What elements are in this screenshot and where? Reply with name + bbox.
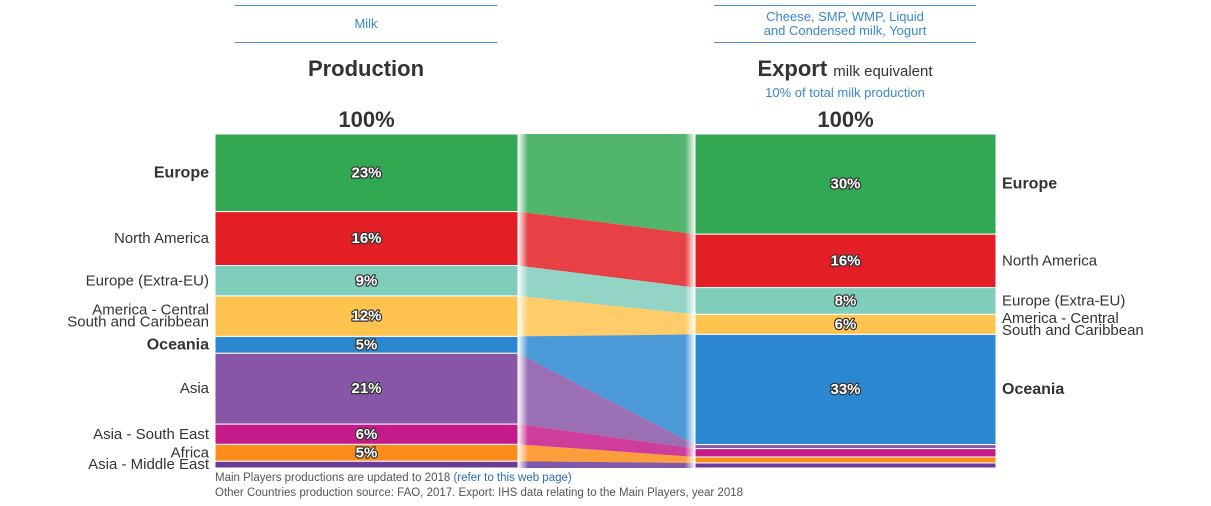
export-title: Export milk equivalent	[695, 56, 995, 82]
export-bar-oceania	[694, 333, 997, 446]
production-value-america-central-south-and-caribbean: 12%	[351, 308, 381, 325]
production-category-north-america: North America	[114, 230, 210, 247]
footer-link[interactable]: (refer to this web page)	[453, 472, 572, 484]
footer-note-1: Main Players productions are updated to …	[215, 472, 572, 484]
export-bar-europe	[694, 133, 997, 235]
production-value-europe: 23%	[351, 164, 381, 181]
production-category-america-central-south-and-caribbean-line2: South and Caribbean	[67, 314, 209, 331]
export-category-america-central-south-and-caribbean-line2: South and Caribbean	[1002, 322, 1144, 339]
production-category-africa: Africa	[171, 444, 210, 461]
export-category-europe: Europe	[1002, 176, 1057, 193]
export-bar-europe-extra-eu	[694, 287, 997, 315]
production-title: Production	[307, 56, 425, 81]
export-category-america-central-south-and-caribbean-line1: America - Central	[1002, 310, 1119, 327]
export-share-note: 10% of total milk production	[765, 85, 925, 100]
export-bar-north-america	[694, 233, 997, 289]
export-value-north-america: 16%	[830, 252, 860, 269]
export-value-europe: 30%	[830, 176, 860, 193]
production-header-box: Milk	[235, 5, 497, 43]
production-value-oceania: 5%	[356, 336, 378, 353]
flow-america-central-south-and-caribbean	[518, 295, 695, 337]
export-header-label-line2: and Condensed milk, Yogurt	[763, 23, 927, 38]
export-bar-asia-middle-east	[694, 462, 997, 469]
production-bar-north-america	[214, 211, 519, 267]
export-category-north-america: North America	[1002, 252, 1098, 269]
production-bar-asia	[214, 352, 519, 425]
export-bar-africa	[694, 456, 997, 464]
flow-asia	[518, 353, 695, 449]
flow-asia-south-east	[518, 424, 695, 457]
export-bar-asia-south-east	[694, 448, 997, 458]
flow-africa	[518, 444, 695, 463]
production-category-europe-extra-eu: Europe (Extra-EU)	[86, 272, 209, 289]
production-category-asia-south-east: Asia - South East	[93, 426, 210, 443]
export-category-europe-extra-eu: Europe (Extra-EU)	[1002, 293, 1125, 310]
export-bar-asia	[694, 444, 997, 450]
export-header-label-line1: Cheese, SMP, WMP, Liquid	[766, 9, 924, 24]
export-title-main: Export	[757, 56, 828, 81]
export-header-box: Cheese, SMP, WMP, Liquid and Condensed m…	[714, 5, 976, 43]
right-divider-shade	[685, 134, 695, 468]
export-category-oceania: Oceania	[1002, 381, 1064, 398]
production-value-north-america: 16%	[351, 230, 381, 247]
flow-europe-extra-eu	[518, 265, 695, 315]
production-value-europe-extra-eu: 9%	[356, 272, 378, 289]
production-total: 100%	[338, 107, 395, 132]
flow-chart: 23% 30% Europe Europe 16% 16% North America Nor…	[67, 133, 1144, 470]
footer-note-2: Other Countries production source: FAO, …	[215, 487, 744, 499]
production-category-asia: Asia	[180, 380, 210, 397]
left-divider-shade	[518, 134, 528, 468]
production-category-europe: Europe	[154, 164, 209, 181]
export-title-suffix: milk equivalent	[833, 63, 933, 80]
production-value-africa: 5%	[356, 444, 378, 461]
flow-oceania	[518, 334, 695, 445]
production-category-oceania: Oceania	[147, 336, 209, 353]
flow-europe	[518, 134, 695, 235]
export-value-oceania: 33%	[830, 381, 860, 398]
production-category-america-central-south-and-caribbean-line1: America - Central	[92, 302, 209, 319]
production-category-asia-middle-east: Asia - Middle East	[88, 456, 210, 470]
flow-asia-middle-east	[518, 461, 695, 468]
export-value-america-central-south-and-caribbean: 6%	[835, 316, 857, 333]
production-bar-asia-middle-east	[214, 460, 519, 469]
production-bar-europe	[214, 133, 519, 213]
flow-north-america	[518, 211, 695, 288]
export-total: 100%	[817, 107, 874, 132]
production-header-label: Milk	[354, 16, 378, 31]
export-value-europe-extra-eu: 8%	[835, 293, 857, 310]
production-value-asia-south-east: 6%	[356, 426, 378, 443]
production-value-asia: 21%	[351, 380, 381, 397]
